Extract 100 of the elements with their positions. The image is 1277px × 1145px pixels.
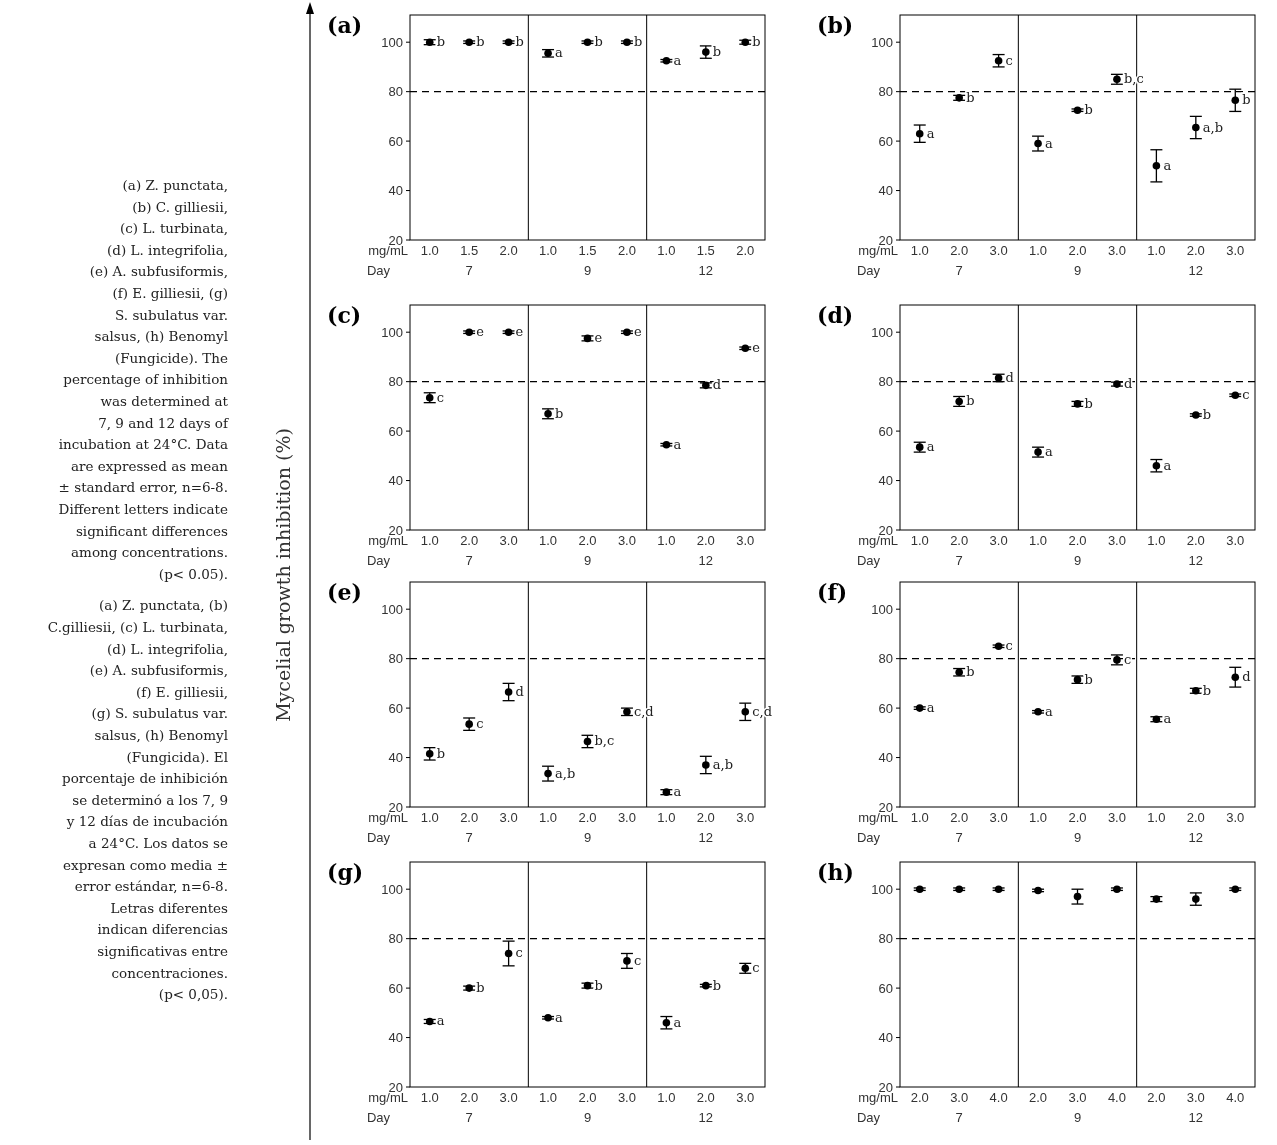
text: 12: [1188, 263, 1204, 278]
data-label: a,b: [1202, 119, 1224, 135]
point: [702, 761, 710, 769]
x-tick-label: 1.0: [910, 243, 929, 258]
text: 12: [698, 263, 714, 278]
x-tick-label: 2.0: [696, 533, 715, 548]
data-label: b: [594, 977, 603, 993]
data-label: b: [966, 89, 975, 105]
data-label: b: [1242, 92, 1251, 108]
x-tick-label: 1.5: [460, 243, 479, 258]
point: [504, 688, 513, 696]
point: [1231, 96, 1240, 105]
x-tick-label: 3.0: [617, 1090, 636, 1105]
text: (p< 0,05).: [158, 986, 228, 1003]
x-tick-label: 3.0: [950, 1090, 969, 1105]
text: expresan como media ±: [63, 856, 228, 873]
text: mg/mL: [858, 1090, 898, 1105]
data-label: b,c: [594, 733, 615, 749]
text: significativas entre: [97, 943, 229, 959]
text: (f) E. gilliesii,: [135, 683, 228, 700]
text: mg/mL: [368, 810, 408, 825]
text: salsus, (h) Benomyl: [94, 727, 228, 743]
x-tick-label: 4.0: [989, 1090, 1008, 1105]
data-label: b: [436, 34, 446, 50]
y-tick-label: 60: [878, 700, 893, 716]
data-label: c: [633, 952, 642, 968]
y-tick-label: 40: [388, 473, 403, 489]
data-label: a: [926, 125, 935, 141]
text: 12: [698, 553, 714, 568]
x-tick-label: 2.0: [460, 1090, 479, 1105]
x-tick-label: 1.0: [1147, 243, 1166, 258]
y-tick-label: 60: [388, 700, 403, 716]
data-label: c: [1005, 52, 1013, 68]
y-tick-label: 100: [381, 881, 403, 897]
data-label: b: [1084, 671, 1093, 687]
text: (g) S. subulatus var.: [91, 705, 228, 722]
y-tick-label: 80: [388, 651, 403, 667]
text: mg/mL: [858, 810, 898, 825]
x-tick-label: 3.0: [1226, 810, 1245, 825]
data-label: b: [752, 34, 761, 50]
data-label: a: [436, 1013, 445, 1029]
text: 7: [465, 830, 473, 845]
x-tick-label: 2.0: [460, 810, 479, 825]
text: (e) A. subfusiformis,: [89, 662, 228, 679]
data-label: a: [1045, 703, 1054, 719]
data-label: a: [555, 1009, 564, 1025]
text: (f) E. gilliesii, (g): [112, 285, 228, 301]
data-label: a: [673, 52, 682, 68]
y-tick-label: 40: [878, 750, 893, 766]
data-label: d: [1005, 369, 1014, 385]
x-tick-label: 3.0: [736, 1090, 755, 1105]
data-label: d: [515, 684, 524, 700]
y-tick-label: 100: [871, 601, 893, 617]
data-label: a,b: [555, 765, 576, 781]
text: (e) A. subfusiformis,: [89, 263, 228, 280]
text: 7: [955, 263, 963, 278]
text: (a) Z. punctata,: [122, 177, 228, 193]
x-tick-label: 1.0: [539, 1090, 558, 1105]
x-tick-label: 3.0: [1107, 243, 1126, 258]
text: 7: [465, 1110, 473, 1125]
text: 7: [465, 263, 473, 278]
text: 9: [583, 1110, 592, 1125]
x-tick-label: 3.0: [499, 1090, 518, 1105]
data-label: a: [926, 439, 935, 455]
y-tick-label: 100: [871, 324, 893, 340]
y-tick-label: 80: [878, 931, 893, 947]
data-label: a: [673, 1014, 682, 1030]
x-tick-label: 1.0: [539, 810, 558, 825]
text: 7: [955, 553, 963, 568]
text: Day: [366, 830, 391, 845]
text: (a) Z. punctata, (b): [99, 597, 228, 614]
text: among concentrations.: [71, 544, 228, 561]
y-tick-label: 100: [381, 324, 403, 340]
x-tick-label: 3.0: [1186, 1090, 1205, 1105]
chart-title: (c): [327, 302, 362, 328]
x-tick-label: 4.0: [1226, 1090, 1245, 1105]
chart-title: (e): [327, 579, 362, 605]
point: [544, 769, 552, 778]
data-label: b: [966, 664, 975, 680]
data-label: b: [436, 745, 446, 761]
data-label: b: [966, 393, 975, 409]
y-tick-label: 80: [878, 374, 893, 390]
text: 9: [1073, 553, 1082, 568]
text: mg/mL: [368, 533, 408, 548]
text: Day: [856, 830, 881, 845]
data-label: a: [673, 436, 682, 452]
x-tick-label: 3.0: [1107, 533, 1126, 548]
y-tick-label: 40: [388, 1030, 403, 1046]
y-tick-label: 60: [388, 133, 403, 149]
text: indican diferencias: [97, 921, 229, 938]
data-label: b: [1084, 395, 1093, 411]
text: Day: [366, 263, 391, 278]
chart-title: (g): [327, 859, 364, 885]
x-tick-label: 3.0: [736, 533, 755, 548]
x-tick-label: 2.0: [1068, 810, 1087, 825]
x-tick-label: 2.0: [950, 243, 969, 258]
data-label: b: [594, 34, 603, 50]
text: Mycelial growth inhibition (%): [272, 428, 294, 722]
x-tick-label: 2.0: [1186, 533, 1205, 548]
text: Day: [366, 553, 391, 568]
